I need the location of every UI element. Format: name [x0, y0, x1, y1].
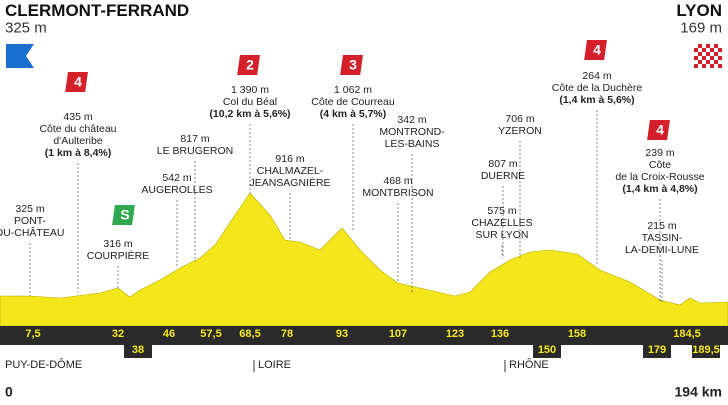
start-name: CLERMONT-FERRAND: [5, 1, 189, 20]
waypoint-label: Côte du château: [39, 123, 116, 135]
km-marker: 57,5: [200, 328, 221, 340]
waypoint-label: MONTBRISON: [362, 187, 433, 199]
km-marker: 158: [568, 328, 586, 340]
waypoint-label: DU-CHÂTEAU: [0, 226, 64, 239]
waypoint-label: 325 m: [15, 203, 44, 215]
km-marker: 179: [648, 344, 666, 356]
km-marker: 107: [389, 328, 407, 340]
waypoint-label: JEANSAGNIÈRE: [249, 176, 330, 189]
waypoint-label: 468 m: [383, 175, 412, 187]
waypoint-label: (1,4 km à 5,6%): [559, 94, 634, 106]
distance-start: 0: [5, 383, 13, 399]
badge: [647, 120, 670, 140]
waypoint-label: 239 m: [645, 147, 674, 159]
badge-label: S: [120, 206, 129, 222]
waypoint-label: de la Croix-Rousse: [615, 171, 704, 183]
waypoint-label: Côte de Courreau: [311, 96, 395, 108]
badge: [237, 55, 260, 75]
badge-label: 4: [656, 121, 664, 137]
km-marker: 46: [163, 328, 175, 340]
waypoint-label: TASSIN-: [642, 232, 683, 244]
waypoint-label: CHALMAZEL-: [257, 165, 324, 177]
waypoint-label: 706 m: [505, 113, 534, 125]
km-tab: [533, 344, 561, 358]
badge: [65, 72, 88, 92]
waypoint-label: 817 m: [180, 133, 209, 145]
waypoint-label: Côte de la Duchère: [552, 82, 643, 94]
waypoint-label: LA-DEMI-LUNE: [625, 244, 699, 256]
badge-label: 4: [593, 41, 601, 57]
waypoint-label: 1 390 m: [231, 84, 269, 96]
waypoint-label: YZERON: [498, 125, 542, 137]
distance-end: 194 km: [675, 383, 722, 399]
waypoint-label: (10,2 km à 5,6%): [209, 108, 290, 120]
waypoint-label: SUR LYON: [476, 229, 529, 241]
waypoint-label: PONT-: [14, 215, 47, 227]
km-marker: 7,5: [25, 328, 40, 340]
km-bar: [0, 326, 728, 345]
department: LOIRE: [258, 359, 291, 371]
waypoint-label: CHAZELLES: [471, 217, 532, 229]
badge-label: 4: [74, 73, 82, 89]
badge-label: 3: [349, 56, 357, 72]
start-altitude: 325 m: [5, 19, 47, 36]
waypoint-label: 807 m: [488, 158, 517, 170]
km-marker: 38: [132, 344, 144, 356]
waypoint-label: Col du Béal: [223, 96, 277, 108]
profile: [0, 192, 728, 327]
department: RHÔNE: [509, 358, 549, 371]
km-tab: [124, 344, 152, 358]
waypoint-label: (1 km à 8,4%): [45, 147, 112, 159]
km-marker: 32: [112, 328, 124, 340]
finish-altitude: 169 m: [680, 19, 722, 36]
km-marker: 78: [281, 328, 293, 340]
badge: [584, 40, 607, 60]
waypoint-label: LE BRUGERON: [157, 145, 233, 157]
finish-name: LYON: [676, 1, 722, 20]
km-marker: 150: [538, 344, 556, 356]
start-flag: [6, 44, 34, 68]
km-marker: 93: [336, 328, 348, 340]
km-tab: [692, 344, 720, 358]
badge: [340, 55, 363, 75]
waypoint-label: 916 m: [275, 153, 304, 165]
badge: [112, 205, 135, 225]
waypoint-label: 1 062 m: [334, 84, 372, 96]
waypoint-label: 215 m: [647, 220, 676, 232]
waypoint-label: 264 m: [582, 70, 611, 82]
km-marker: 123: [446, 328, 464, 340]
waypoint-label: 575 m: [487, 205, 516, 217]
km-marker: 136: [491, 328, 509, 340]
waypoint-label: MONTROND-: [379, 126, 445, 138]
waypoint-label: LES-BAINS: [385, 138, 440, 150]
waypoint-label: 542 m: [162, 172, 191, 184]
km-marker: 184,5: [673, 328, 701, 340]
waypoint-label: AUGEROLLES: [141, 184, 212, 196]
km-marker: 189,5: [692, 344, 720, 356]
km-tab: [643, 344, 671, 358]
waypoint-label: (1,4 km à 4,8%): [622, 183, 697, 195]
waypoint-label: 342 m: [397, 114, 426, 126]
waypoint-label: (4 km à 5,7%): [320, 108, 387, 120]
department: PUY-DE-DÔME: [5, 358, 82, 371]
waypoint-label: Côte: [649, 159, 671, 171]
finish-flag: [694, 44, 722, 68]
waypoint-label: 316 m: [103, 238, 132, 250]
waypoint-label: 435 m: [63, 111, 92, 123]
badge-label: 2: [246, 56, 254, 72]
km-marker: 68,5: [239, 328, 260, 340]
waypoint-label: COURPIÈRE: [87, 249, 149, 262]
waypoint-label: d'Aulteribe: [53, 135, 102, 147]
waypoint-label: DUERNE: [481, 170, 525, 182]
